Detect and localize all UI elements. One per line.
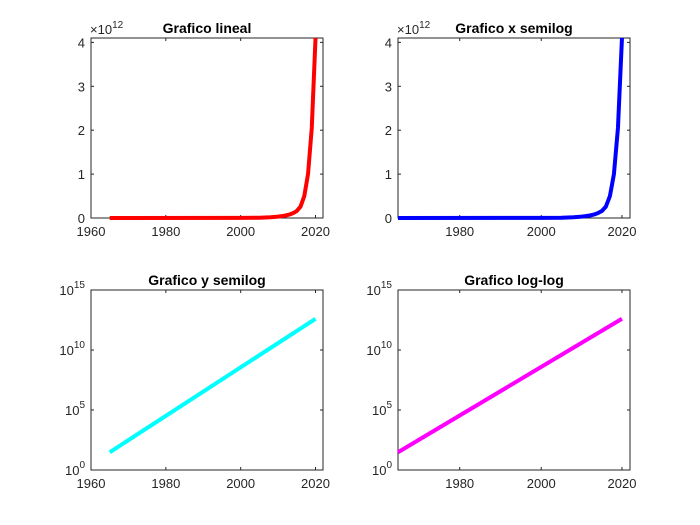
y-tick-exponent: 15 xyxy=(74,280,86,291)
y-tick-label: 1015 xyxy=(366,280,392,298)
y-tick-exponent: 10 xyxy=(74,340,86,351)
y-tick-label: 100 xyxy=(65,460,85,478)
axes-box xyxy=(397,37,631,219)
y-tick-base: 10 xyxy=(59,343,73,358)
y-exponent-label: ×1012 xyxy=(90,20,124,37)
y-tick-base: 10 xyxy=(366,343,380,358)
y-tick-label: 1 xyxy=(78,167,85,182)
y-tick-label: 2 xyxy=(78,123,85,138)
x-tick-label: 2020 xyxy=(608,224,637,239)
x-tick-label: 2000 xyxy=(226,224,255,239)
y-tick-label: 1015 xyxy=(59,280,85,298)
y-tick-base: 10 xyxy=(366,283,380,298)
series-line xyxy=(108,317,317,454)
y-tick-exponent: 0 xyxy=(79,460,85,471)
x-tick-label: 2000 xyxy=(226,476,255,491)
y-tick-base: 10 xyxy=(65,463,79,478)
y-tick-label: 1 xyxy=(385,167,392,182)
y-tick-label: 2 xyxy=(385,123,392,138)
y-tick-exponent: 15 xyxy=(381,280,393,291)
axes-box xyxy=(397,289,631,471)
y-tick-label: 3 xyxy=(385,79,392,94)
y-tick-exponent: 5 xyxy=(79,400,85,411)
y-tick-label: 1010 xyxy=(59,340,85,358)
y-tick-label: 100 xyxy=(372,460,392,478)
chart-title: Grafico lineal xyxy=(163,20,252,36)
y-tick-base: 10 xyxy=(372,403,386,418)
y-tick-label: 105 xyxy=(65,400,85,418)
y-tick-exponent: 10 xyxy=(381,340,393,351)
y-tick-exponent: 5 xyxy=(386,400,392,411)
x-tick-label: 2000 xyxy=(527,476,556,491)
x-tick-label: 1960 xyxy=(77,476,106,491)
x-tick-label: 1980 xyxy=(151,476,180,491)
x-tick-label: 1960 xyxy=(77,224,106,239)
y-tick-base: 10 xyxy=(372,463,386,478)
y-tick-label: 4 xyxy=(78,35,85,50)
x-tick-label: 1980 xyxy=(445,224,474,239)
chart-title: Grafico log-log xyxy=(464,272,564,288)
series-line xyxy=(396,317,623,454)
subplot-2: 1980 2000 2020 0 1 2 3 4 ×1012 Grafico x semilog xyxy=(385,20,637,239)
chart-title: Grafico x semilog xyxy=(455,20,572,36)
y-tick-label: 0 xyxy=(78,211,85,226)
y-tick-base: 10 xyxy=(65,403,79,418)
y-tick-label: 4 xyxy=(385,35,392,50)
series-line xyxy=(397,37,624,220)
x-tick-label: 2020 xyxy=(301,476,330,491)
x-tick-label: 2000 xyxy=(527,224,556,239)
y-tick-label: 1010 xyxy=(366,340,392,358)
x-tick-label: 1980 xyxy=(151,224,180,239)
y-exponent-label: ×1012 xyxy=(397,20,431,37)
y-tick-label: 3 xyxy=(78,79,85,94)
chart-title: Grafico y semilog xyxy=(148,272,265,288)
x-tick-label: 2020 xyxy=(301,224,330,239)
subplot-1: 1960 1980 2000 2020 0 1 2 3 4 ×1012 Grafico lineal xyxy=(77,20,330,239)
y-tick-label: 0 xyxy=(385,211,392,226)
series-line xyxy=(109,37,318,220)
axes-box xyxy=(90,37,324,219)
y-tick-exponent: 0 xyxy=(386,460,392,471)
y-tick-label: 105 xyxy=(372,400,392,418)
y-tick-base: 10 xyxy=(59,283,73,298)
x-tick-label: 1980 xyxy=(445,476,474,491)
x-tick-label: 2020 xyxy=(608,476,637,491)
